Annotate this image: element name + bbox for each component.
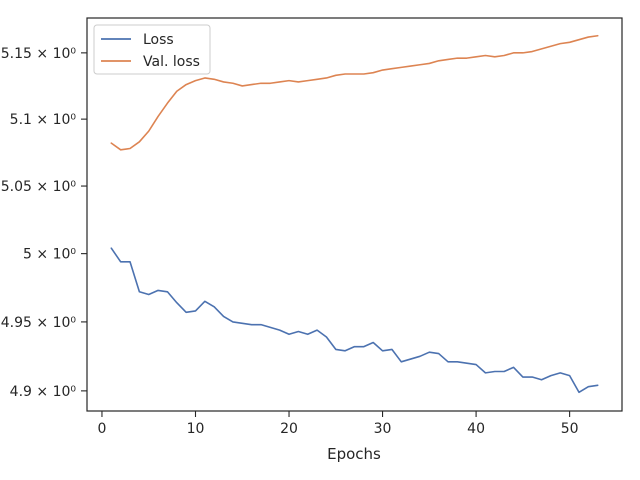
plot-frame — [86, 17, 623, 412]
series-lines — [110, 34, 599, 394]
x-axis-title: Epochs — [327, 445, 381, 463]
x-tick-label: 0 — [98, 421, 107, 437]
y-axis: 4.9 × 10⁰ 4.95 × 10⁰ 5 × 10⁰ 5.05 × 10⁰ 5.1 … — [1, 46, 87, 400]
x-tick-label: 50 — [561, 421, 579, 437]
x-tick-label: 40 — [467, 421, 485, 437]
series-line-loss — [110, 247, 599, 394]
x-tick-label: 10 — [187, 421, 205, 437]
x-tick-label: 20 — [280, 421, 298, 437]
y-tick-label: 5 × 10⁰ — [23, 247, 76, 263]
y-tick-label: 5.15 × 10⁰ — [1, 46, 77, 62]
legend-label-val-loss: Val. loss — [143, 54, 200, 70]
x-axis: 0 10 20 30 40 50 — [98, 411, 579, 437]
y-tick-label: 4.9 × 10⁰ — [10, 384, 77, 400]
y-tick-label: 4.95 × 10⁰ — [1, 315, 77, 331]
y-tick-label: 5.1 × 10⁰ — [10, 112, 77, 128]
x-tick-label: 30 — [374, 421, 392, 437]
series-line-val-loss — [110, 34, 599, 151]
legend: Loss Val. loss — [93, 24, 211, 75]
y-tick-label: 5.05 × 10⁰ — [1, 179, 77, 195]
legend-label-loss: Loss — [143, 32, 174, 48]
plot-area — [87, 18, 622, 411]
